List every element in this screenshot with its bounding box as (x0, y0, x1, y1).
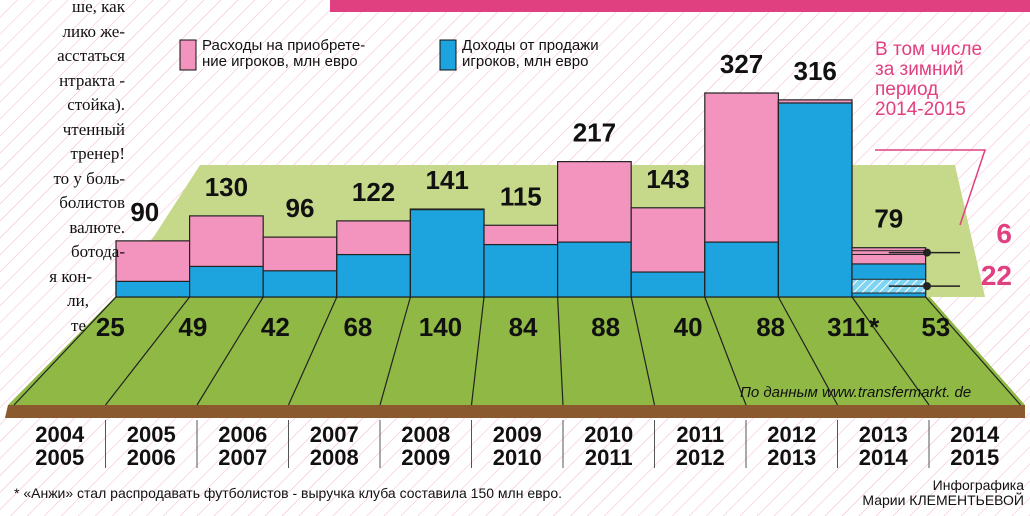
income-label: 84 (509, 312, 538, 342)
x-tick-label: 2009 2010 (492, 422, 542, 471)
x-tick-label: 2008 2009 (401, 422, 451, 471)
winter-label: 22 (981, 260, 1012, 291)
x-tick-label: 2004 2005 (35, 422, 85, 471)
income-label: 42 (261, 312, 290, 342)
field-line (557, 296, 564, 406)
income-bar (115, 280, 191, 298)
income-bar (704, 241, 779, 298)
spending-label: 316 (794, 56, 837, 86)
income-label: 53 (921, 312, 950, 342)
article-text: ше, как (72, 0, 125, 16)
spending-label: 90 (130, 197, 159, 227)
income-label: 311* (827, 312, 880, 342)
income-label: 140 (419, 312, 462, 342)
field-line (105, 296, 191, 406)
article-text: валюте. (69, 217, 125, 237)
source: По данным www.transfermarkt. de (740, 384, 972, 401)
winter-label: 6 (996, 218, 1012, 249)
income-label: 40 (674, 312, 703, 342)
income-label: 49 (178, 312, 207, 342)
field-near (8, 297, 1025, 405)
spending-label: 96 (286, 193, 315, 223)
spending-label: 79 (874, 204, 903, 234)
field-line (851, 296, 930, 406)
legend-label: Расходы на приобрете- ние игроков, млн е… (202, 37, 366, 70)
note-bracket (875, 149, 987, 226)
winter-dot (923, 282, 931, 291)
field-line (287, 296, 338, 406)
article-text: тренер! (70, 144, 126, 163)
income-label: 88 (756, 312, 785, 342)
spending-label: 141 (426, 165, 469, 195)
article-text: стойка). (67, 95, 125, 114)
field-line (777, 296, 839, 406)
income-bar (336, 253, 411, 298)
legend-swatch (179, 39, 197, 71)
field-line (379, 296, 411, 406)
income-bar (777, 102, 853, 298)
income-label: 88 (591, 312, 620, 342)
spending-label: 122 (352, 177, 395, 207)
legend-swatch (439, 39, 457, 71)
article-text: ботода- (71, 242, 125, 261)
income-bar (556, 241, 632, 298)
field-line (470, 296, 485, 406)
field-edge (5, 405, 1025, 418)
spending-label: 130 (205, 172, 248, 202)
credit: Инфографика Марии КЛЕМЕНТЬЕВОЙ (862, 477, 1024, 508)
article-text: ли, (67, 291, 89, 310)
x-tick-label: 2011 2012 (675, 422, 725, 471)
x-tick-label: 2013 2014 (858, 422, 908, 471)
field-line (704, 296, 747, 406)
x-tick-label: 2012 2013 (767, 422, 817, 471)
spending-label: 327 (720, 49, 763, 79)
winter-dot (923, 248, 931, 257)
x-tick-label: 2014 2015 (950, 422, 1000, 471)
x-tick-label: 2005 2006 (126, 422, 176, 471)
field-line (13, 296, 117, 406)
article-text: то у боль- (53, 168, 125, 188)
x-tick-label: 2007 2008 (309, 422, 359, 471)
field-line (630, 296, 656, 406)
legend-label: Доходы от продажи игроков, млн евро (462, 37, 599, 70)
article-text: лико же- (62, 21, 125, 41)
field-line (196, 296, 264, 406)
spending-label: 217 (573, 118, 616, 148)
article-text: асстаться (57, 46, 125, 65)
article-text: те (71, 315, 86, 335)
article-text: нтракта - (59, 70, 125, 90)
income-label: 68 (343, 312, 372, 342)
article-text: я кон- (49, 266, 92, 286)
winter-note: В том числе за зимний период 2014-2015 (875, 39, 983, 120)
article-text: болистов (59, 193, 125, 212)
x-tick-label: 2006 2007 (218, 422, 268, 471)
spending-label: 143 (646, 164, 689, 194)
income-bar (409, 209, 485, 298)
spending-label: 115 (500, 181, 542, 211)
article-text: чтенный (62, 119, 125, 139)
income-bar (483, 243, 559, 298)
footnote: * «Анжи» стал распродавать футболистов -… (14, 485, 563, 501)
income-label: 25 (96, 312, 125, 342)
income-bar (189, 265, 264, 298)
title-band (330, 0, 1030, 12)
x-tick-label: 2010 2011 (584, 422, 634, 471)
income-bar (262, 270, 338, 298)
income-bar (630, 271, 706, 298)
field-line (925, 296, 1021, 406)
